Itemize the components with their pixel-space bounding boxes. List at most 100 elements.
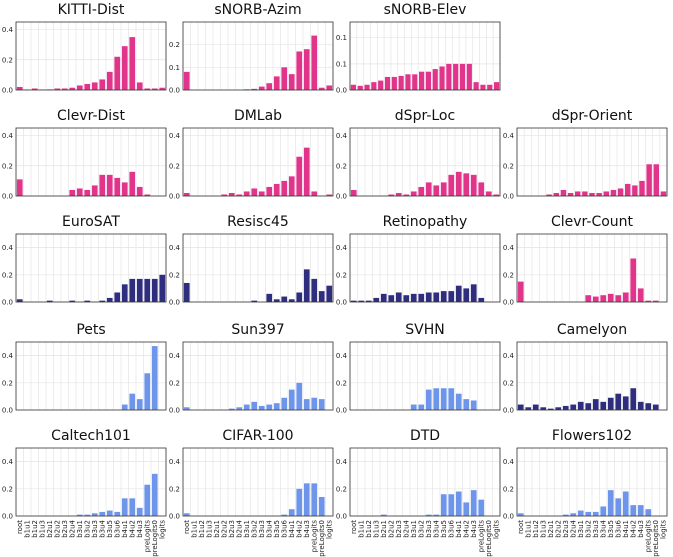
bar xyxy=(380,293,387,302)
bar xyxy=(388,194,395,196)
y-tick-label: 0.0 xyxy=(336,299,347,307)
bar xyxy=(607,397,614,410)
bar xyxy=(425,71,431,90)
chart-title: Clevr-Dist xyxy=(57,108,125,124)
x-tick-label: b3u2 xyxy=(83,520,91,538)
y-tick-label: 0.2 xyxy=(2,379,13,387)
bar xyxy=(303,483,310,516)
axes-frame xyxy=(15,233,167,303)
bar xyxy=(159,274,166,302)
bar xyxy=(603,191,609,196)
bar xyxy=(288,176,295,196)
bar xyxy=(303,147,310,196)
x-tick-label: b3u4 xyxy=(432,519,440,537)
bar xyxy=(129,498,136,516)
x-tick-label: root xyxy=(517,520,525,534)
bar xyxy=(365,300,372,302)
bar xyxy=(136,82,143,90)
bar xyxy=(440,388,447,410)
y-tick-label: 0.2 xyxy=(2,162,13,170)
y-tick-label: 0.2 xyxy=(336,379,347,387)
x-tick-label: b3u2 xyxy=(584,520,592,538)
bar xyxy=(600,506,607,516)
chart-panel: Clevr-Count 0.0 0.2 0.4 xyxy=(503,214,668,307)
bar xyxy=(418,404,425,410)
x-tick-label: b4u3 xyxy=(637,520,645,538)
bar xyxy=(388,295,395,302)
y-tick-label: 0.4 xyxy=(2,132,14,140)
bar xyxy=(610,189,617,196)
y-tick-label: 0.2 xyxy=(2,271,13,279)
bar xyxy=(350,84,356,90)
bar xyxy=(410,191,417,196)
chart-panel: dSpr-Orient 0.0 0.2 0.4 xyxy=(503,108,668,201)
bar xyxy=(371,82,377,90)
bar xyxy=(459,63,466,90)
y-tick-label: 0.2 xyxy=(2,56,13,64)
chart-title: dSpr-Loc xyxy=(395,108,455,124)
chart-panel: dSpr-Loc 0.0 0.2 0.4 xyxy=(336,108,501,201)
x-tick-label: b3u1 xyxy=(577,520,585,538)
y-tick-label: 0.2 xyxy=(336,162,347,170)
x-tick-label: preLogits0 xyxy=(151,520,159,557)
x-tick-label: b2u1 xyxy=(213,520,221,538)
y-tick-label: 0.1 xyxy=(336,34,347,42)
bar xyxy=(129,37,136,90)
y-tick-label: 0.1 xyxy=(336,60,347,68)
bar xyxy=(121,404,128,410)
x-tick-label: b3u5 xyxy=(607,520,615,538)
bar xyxy=(440,182,447,196)
bar xyxy=(412,74,418,90)
bar xyxy=(463,288,470,302)
bar xyxy=(463,173,470,196)
chart-title: KITTI-Dist xyxy=(58,2,125,18)
bar xyxy=(532,404,539,410)
x-tick-label: b3u2 xyxy=(250,520,258,538)
bar xyxy=(448,291,455,302)
bar xyxy=(243,191,250,196)
bar xyxy=(91,82,98,90)
x-tick-label: preLogits0 xyxy=(652,520,660,557)
bar xyxy=(637,505,644,516)
x-tick-label: logits xyxy=(659,520,667,539)
bar xyxy=(129,278,136,302)
bar xyxy=(517,513,524,516)
bar xyxy=(303,269,310,302)
y-tick-label: 0.4 xyxy=(336,132,348,140)
chart-panel: KITTI-Dist 0.0 0.2 0.4 xyxy=(2,2,167,95)
bar xyxy=(395,292,402,302)
bar xyxy=(455,393,462,410)
bar xyxy=(405,74,411,90)
bar xyxy=(46,300,53,302)
y-tick-label: 0.0 xyxy=(503,193,514,201)
y-tick-label: 0.0 xyxy=(169,513,180,521)
bar xyxy=(378,80,384,90)
y-tick-label: 0.4 xyxy=(503,458,515,466)
bar xyxy=(455,171,462,196)
bar xyxy=(296,382,303,410)
bar xyxy=(433,292,440,302)
y-tick-label: 0.4 xyxy=(2,352,14,360)
bar xyxy=(596,192,602,196)
y-tick-label: 0.0 xyxy=(2,87,13,95)
bar xyxy=(645,509,652,516)
x-tick-label: b2u3 xyxy=(395,520,403,538)
x-tick-label: b4u3 xyxy=(136,520,144,538)
y-tick-label: 0.0 xyxy=(503,299,514,307)
bar xyxy=(615,393,622,410)
bar xyxy=(159,87,166,90)
bar xyxy=(380,514,387,516)
y-tick-label: 0.2 xyxy=(503,379,514,387)
bar xyxy=(99,511,106,516)
bar xyxy=(470,174,477,196)
bar xyxy=(391,76,397,90)
bar xyxy=(547,408,554,410)
x-tick-label: b1u1 xyxy=(190,520,198,538)
bar xyxy=(121,498,128,516)
bar xyxy=(607,490,614,516)
bar xyxy=(660,191,667,196)
bar xyxy=(425,182,432,196)
x-tick-label: b3u5 xyxy=(106,520,114,538)
x-tick-label: root xyxy=(16,520,24,534)
